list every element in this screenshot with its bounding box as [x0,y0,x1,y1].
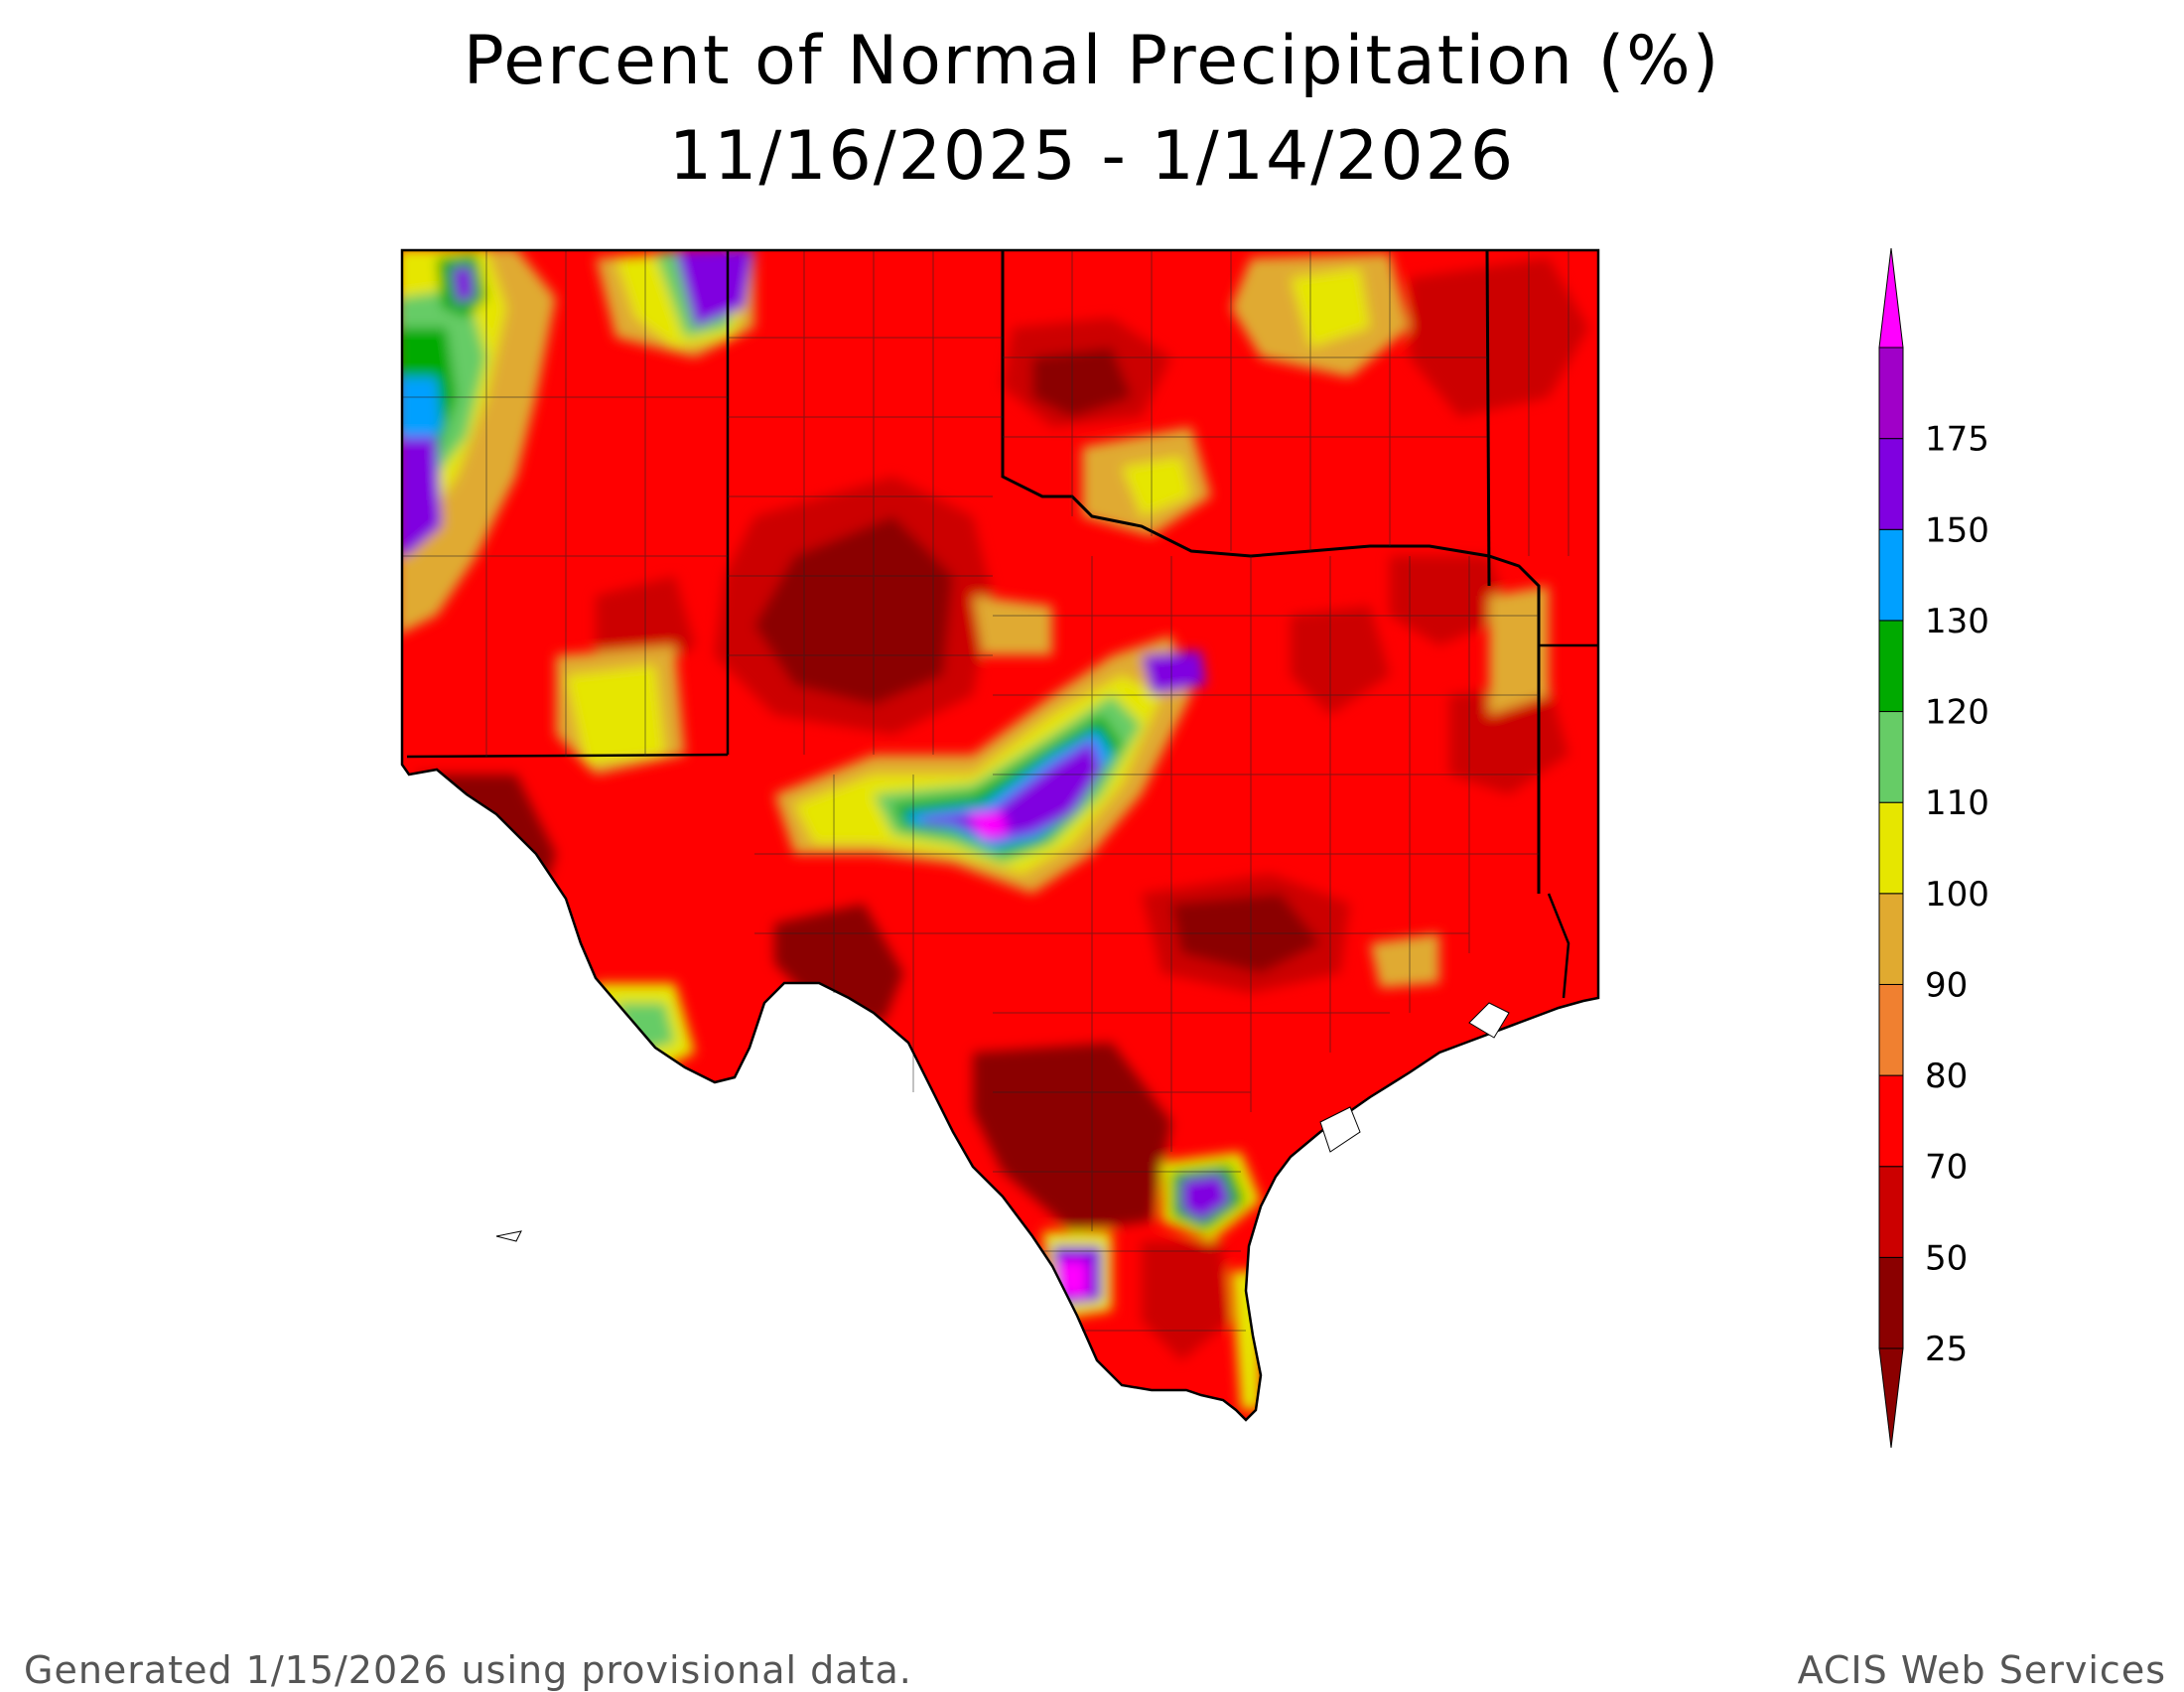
legend-label-175: 175 [1925,420,1989,460]
legend-label-80: 80 [1925,1057,1968,1096]
legend-label-150: 150 [1925,510,1989,550]
legend-swatch-25 [1878,1256,1904,1349]
galveston-bay [1468,1002,1510,1039]
legend-swatch-150 [1878,438,1904,530]
legend-swatch-130 [1878,528,1904,622]
legend-swatch-70 [1878,1074,1904,1168]
legend-swatch-50 [1878,1166,1904,1258]
legend-high-arrow [1878,247,1904,349]
legend-swatch-100 [1878,801,1904,895]
boundaries [402,249,1598,1332]
legend-swatch-90 [1878,893,1904,985]
legend-bars [1878,247,1904,1449]
legend-label-130: 130 [1925,602,1989,641]
legend-label-100: 100 [1925,875,1989,915]
legend-swatch-110 [1878,711,1904,803]
matagorda-bay [1319,1106,1361,1153]
legend-label-70: 70 [1925,1148,1968,1188]
legend-label-110: 110 [1925,783,1989,823]
legend-label-25: 25 [1925,1330,1968,1369]
map-title: Percent of Normal Precipitation (%) [463,22,1721,100]
legend-label-90: 90 [1925,965,1968,1005]
legend-swatch-175 [1878,347,1904,440]
legend-swatch-80 [1878,983,1904,1076]
island-mark [495,1230,522,1242]
generated-note: Generated 1/15/2026 using provisional da… [24,1648,912,1692]
source-credit: ACIS Web Services [1797,1648,2166,1692]
legend-labels: 25 50 70 80 90 100 110 120 130 150 175 [1925,420,1989,1369]
legend-swatch-120 [1878,620,1904,713]
legend-label-50: 50 [1925,1238,1968,1278]
region-outline [400,248,1600,1422]
legend-label-120: 120 [1925,693,1989,733]
legend-low-arrow [1878,1347,1904,1449]
map-date-range: 11/16/2025 - 1/14/2026 [668,117,1516,196]
